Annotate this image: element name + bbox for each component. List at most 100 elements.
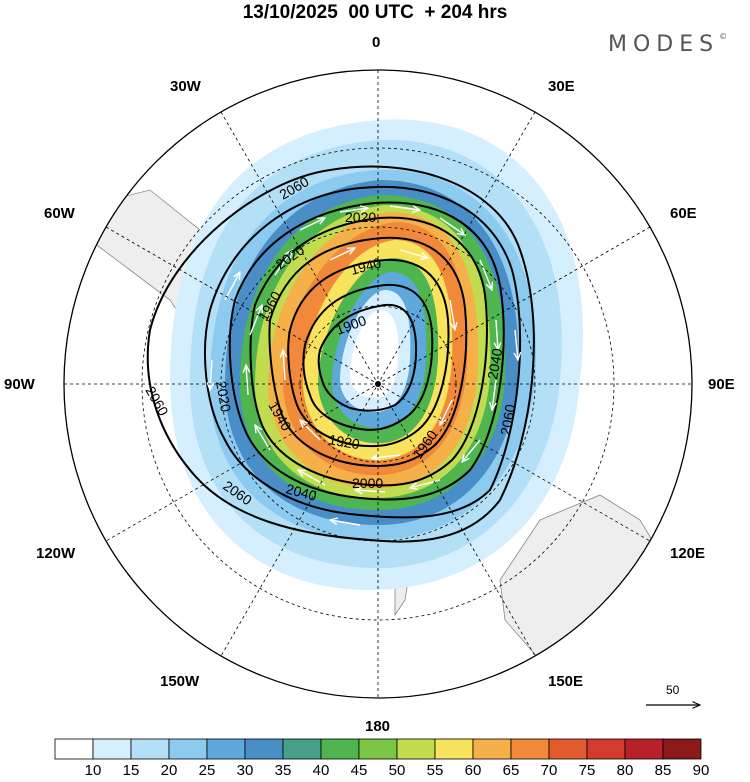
vector [496, 319, 498, 350]
lon-label-60e: 60E [670, 205, 697, 222]
colorbar-label: 35 [274, 762, 292, 779]
vector [210, 359, 212, 390]
colorbar-label: 70 [540, 762, 558, 779]
contour-1900 [317, 303, 418, 412]
contour-label-2020-a: 2020 [345, 209, 376, 225]
colorbar-label: 90 [692, 762, 710, 779]
colorbar-label: 40 [312, 762, 330, 779]
vector [462, 439, 481, 462]
lon-label-120e: 120E [670, 545, 706, 562]
colorbar-swatch [510, 738, 550, 760]
reference-vector-label: 50 [666, 683, 680, 697]
contour-2020 [228, 201, 505, 501]
brand-text: MODES [608, 32, 720, 57]
contour-1920 [302, 283, 434, 431]
vector [300, 420, 321, 441]
colorbar-swatch [130, 738, 170, 760]
vector [449, 299, 455, 330]
lon-label-150w: 150W [160, 673, 200, 690]
contour-1940 [287, 258, 450, 448]
colorbar-swatch [282, 738, 322, 760]
colorbar-swatch [434, 738, 474, 760]
colorbar-label: 55 [426, 762, 444, 779]
vector [299, 218, 325, 231]
vector [399, 249, 428, 258]
contour-label-2040-b: 2040 [284, 480, 318, 504]
colorbar-label: 15 [122, 762, 140, 779]
colorbar-swatch [624, 738, 664, 760]
colorbar-swatch [244, 738, 284, 760]
colorbar-swatch [396, 738, 436, 760]
contour-label-1940: 1940 [349, 254, 383, 278]
wind-shading [170, 119, 584, 590]
colorbar-swatch [472, 738, 512, 760]
contour-label-2040-a: 2040 [484, 347, 505, 381]
colorbar-swatch [320, 738, 360, 760]
modes-logo: MODES© [608, 32, 727, 57]
vector [372, 455, 401, 458]
brand-mark: © [719, 32, 728, 41]
vector [224, 272, 240, 301]
colorbar-label: 65 [502, 762, 520, 779]
contour-label-2060-c: 2060 [497, 403, 518, 437]
south-pole-dot [375, 381, 381, 387]
colorbar-label: 10 [84, 762, 102, 779]
vector [274, 250, 292, 276]
vector [330, 520, 361, 526]
contour-1960 [268, 236, 468, 467]
lon-label-150e: 150E [548, 673, 584, 690]
vector [339, 208, 368, 212]
vector [439, 217, 465, 235]
colorbar-label: 20 [160, 762, 178, 779]
lon-label-0: 0 [372, 34, 381, 51]
vector [298, 470, 326, 486]
vector [329, 248, 355, 261]
vector [479, 259, 492, 290]
vector [492, 379, 496, 410]
vector [283, 350, 285, 381]
colorbar-swatch [206, 738, 246, 760]
colorbar-label: 75 [578, 762, 596, 779]
vector [255, 425, 271, 451]
colorbar-swatch [662, 738, 702, 760]
colorbar-label: 30 [236, 762, 254, 779]
colorbar-label: 80 [616, 762, 634, 779]
colorbar-label: 45 [350, 762, 368, 779]
contour-label-2020-c: 2020 [213, 380, 234, 414]
colorbar-label: 25 [198, 762, 216, 779]
colorbar-swatch [358, 738, 398, 760]
colorbar-swatch [548, 738, 588, 760]
lon-label-90w: 90W [4, 376, 35, 393]
colorbar-swatch [54, 738, 94, 760]
wind-vectors [210, 206, 518, 526]
vector [246, 365, 248, 396]
colorbar-label: 60 [464, 762, 482, 779]
contour-label-2000: 2000 [352, 475, 383, 491]
band-center [350, 310, 399, 398]
lon-label-30e: 30E [548, 78, 575, 95]
contour-label-2060-b: 2060 [142, 384, 172, 419]
lon-label-120w: 120W [36, 545, 76, 562]
colorbar-swatch [586, 738, 626, 760]
vector [249, 305, 262, 336]
colorbar-label: 85 [654, 762, 672, 779]
lon-label-30w: 30W [170, 78, 201, 95]
lon-label-90e: 90E [708, 376, 735, 393]
vector [440, 399, 453, 425]
map-title: 13/10/2025 00 UTC + 204 hrs [242, 2, 508, 23]
height-contours [146, 165, 535, 543]
vector [410, 479, 441, 488]
vector [515, 329, 518, 360]
colorbar [54, 738, 702, 760]
contour-2060 [146, 165, 535, 543]
contour-2040 [204, 185, 522, 519]
colorbar-swatch [92, 738, 132, 760]
vector [389, 206, 420, 210]
colorbar-swatch [168, 738, 208, 760]
vector [355, 490, 386, 492]
map-border [63, 69, 693, 699]
colorbar-label: 50 [388, 762, 406, 779]
contour-label-1920: 1920 [327, 431, 361, 452]
lon-label-60w: 60W [44, 205, 75, 222]
